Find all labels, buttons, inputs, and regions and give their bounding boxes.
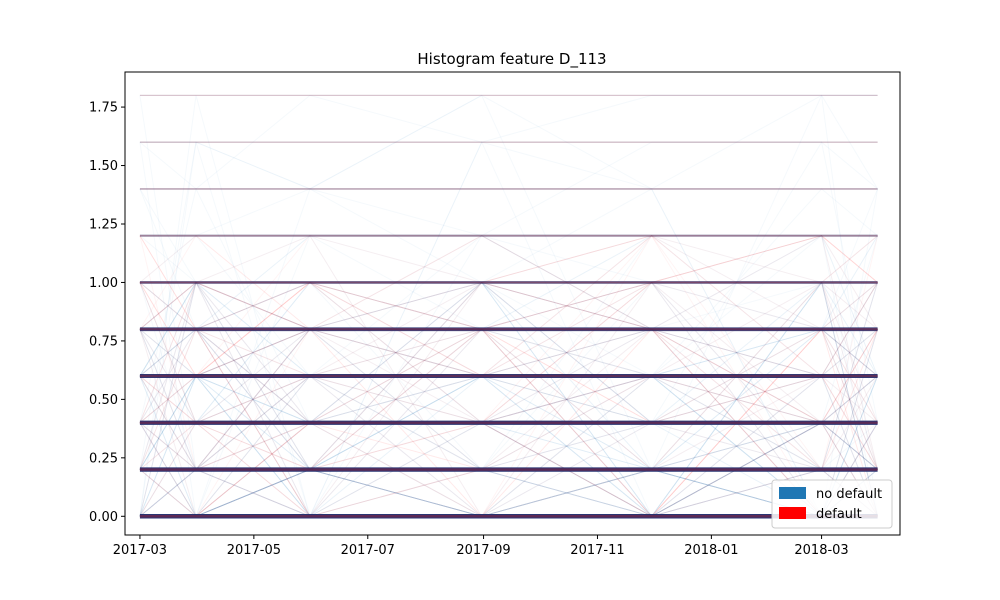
legend-label: no default	[816, 487, 882, 502]
y-axis: 0.00 0.25 0.50 0.75 1.00 1.25 1.50 1.75	[89, 101, 125, 525]
x-tick-label: 2017-03	[113, 543, 167, 558]
x-tick-label: 2017-09	[456, 543, 510, 558]
y-tick-label: 0.50	[89, 393, 118, 408]
plot-area-frame	[124, 71, 901, 536]
y-tick-label: 0.25	[89, 451, 118, 466]
x-tick-label: 2017-11	[570, 543, 624, 558]
y-tick-label: 1.00	[89, 276, 118, 291]
trace-line	[139, 234, 878, 330]
legend-swatch	[779, 487, 806, 499]
y-tick-label: 1.50	[89, 159, 118, 174]
x-tick-label: 2018-01	[684, 543, 738, 558]
x-tick-label: 2017-07	[341, 543, 395, 558]
y-tick-label: 1.75	[89, 101, 118, 116]
trace-line	[139, 94, 879, 190]
y-tick-label: 1.25	[89, 217, 118, 232]
legend: no default default	[771, 479, 893, 529]
x-tick-label: 2018-03	[794, 543, 848, 558]
trace-line	[139, 141, 878, 517]
x-tick-label: 2017-05	[227, 543, 281, 558]
y-tick-label: 0.00	[89, 510, 118, 525]
chart-title: Histogram feature D_113	[417, 50, 606, 69]
level-bands	[139, 94, 878, 519]
legend-swatch	[779, 507, 806, 519]
legend-label: default	[816, 507, 862, 522]
y-tick-label: 0.75	[89, 334, 118, 349]
x-axis: 2017-03 2017-05 2017-07 2017-09 2017-11 2018-…	[113, 535, 849, 558]
trace-line	[139, 94, 879, 518]
